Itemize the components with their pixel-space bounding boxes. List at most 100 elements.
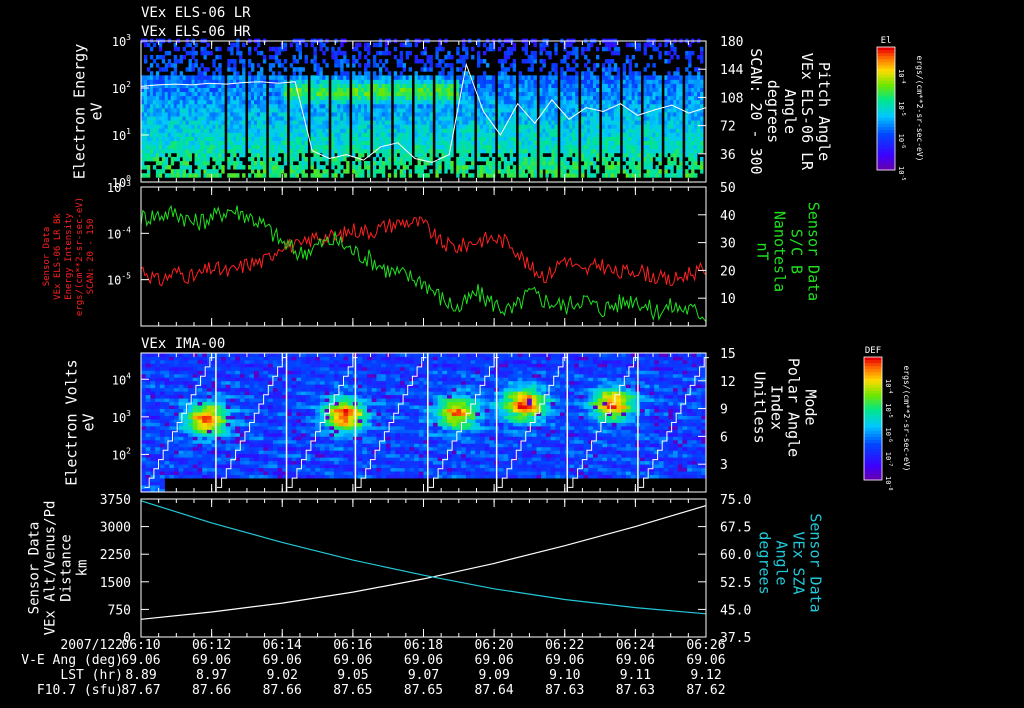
heatmap-cell: [587, 59, 591, 64]
heatmap-cell: [610, 107, 615, 113]
heatmap-cell: [572, 46, 576, 52]
heatmap-cell: [191, 99, 195, 105]
heatmap-cell: [646, 103, 650, 109]
heatmap-cell: [319, 120, 323, 125]
heatmap-cell: [304, 144, 308, 150]
heatmap-cell: [554, 42, 558, 48]
heatmap-cell: [203, 148, 207, 154]
heatmap-cell: [616, 79, 621, 84]
heatmap-cell: [358, 116, 362, 121]
heatmap-cell: [664, 136, 668, 141]
heatmap-cell: [506, 46, 511, 52]
heatmap-cell: [691, 156, 695, 162]
heatmap-cell: [408, 144, 413, 150]
heatmap-cell: [679, 75, 683, 80]
heatmap-cell: [378, 124, 383, 129]
heatmap-cell: [402, 95, 407, 101]
heatmap-cell: [426, 107, 430, 113]
heatmap-cell: [595, 103, 600, 109]
heatmap-cell: [149, 120, 154, 125]
heatmap-cell: [634, 83, 639, 88]
heatmap-cell: [548, 156, 552, 162]
heatmap-cell: [569, 140, 573, 146]
heatmap-cell: [212, 152, 216, 158]
heatmap-cell: [482, 71, 487, 76]
heatmap-cell: [393, 144, 398, 150]
heatmap-cell: [378, 148, 383, 154]
heatmap-cell: [456, 83, 460, 88]
heatmap-cell: [304, 103, 308, 109]
heatmap-cell: [256, 132, 261, 137]
heatmap-cell: [194, 87, 198, 93]
heatmap-cell: [480, 156, 484, 162]
heatmap-cell: [334, 75, 338, 80]
heatmap-cell: [274, 116, 279, 121]
heatmap-cell: [364, 120, 368, 125]
heatmap-cell: [533, 83, 537, 88]
heatmap-cell: [295, 107, 300, 113]
heatmap-cell: [319, 99, 323, 105]
heatmap-cell: [334, 173, 338, 178]
heatmap-cell: [141, 436, 147, 441]
heatmap-cell: [402, 124, 407, 129]
heatmap-cell: [271, 128, 276, 133]
heatmap-cell: [533, 112, 537, 117]
heatmap-cell: [697, 136, 701, 141]
heatmap-cell: [477, 75, 481, 80]
heatmap-cell: [610, 128, 615, 133]
heatmap-cell: [161, 54, 166, 60]
heatmap-cell: [607, 148, 612, 154]
heatmap-cell: [420, 144, 424, 150]
heatmap-cell: [242, 128, 246, 133]
heatmap-cell: [465, 99, 469, 105]
heatmap-cell: [164, 50, 169, 56]
heatmap-cell: [468, 165, 472, 170]
heatmap-cell: [420, 50, 424, 56]
heatmap-cell: [423, 95, 427, 101]
heatmap-cell: [239, 140, 243, 146]
heatmap-cell: [643, 99, 647, 105]
heatmap-cell: [655, 95, 659, 101]
heatmap-cell: [500, 156, 505, 162]
heatmap-cell: [637, 79, 641, 84]
heatmap-cell: [141, 160, 145, 166]
heatmap-cell: [334, 107, 338, 113]
heatmap-cell: [141, 87, 145, 93]
heatmap-cell: [149, 54, 154, 60]
heatmap-cell: [364, 63, 368, 68]
heatmap-cell: [358, 54, 362, 60]
heatmap-cell: [331, 156, 335, 162]
heatmap-cell: [200, 140, 204, 146]
heatmap-cell: [512, 42, 517, 48]
heatmap-cell: [509, 152, 514, 158]
heatmap-cell: [283, 99, 288, 105]
heatmap-cell: [456, 160, 460, 166]
heatmap-cell: [150, 439, 156, 444]
heatmap-cell: [497, 83, 502, 88]
heatmap-cell: [566, 54, 570, 60]
heatmap-cell: [521, 120, 526, 125]
heatmap-cell: [628, 116, 633, 121]
heatmap-cell: [477, 103, 481, 109]
heatmap-cell: [509, 140, 514, 146]
heatmap-cell: [375, 91, 380, 97]
heatmap-cell: [468, 91, 472, 97]
heatmap-cell: [310, 95, 314, 101]
heatmap-cell: [361, 99, 365, 105]
heatmap-cell: [465, 87, 469, 93]
heatmap-cell: [658, 148, 662, 154]
heatmap-cell: [340, 67, 344, 72]
heatmap-cell: [637, 136, 641, 141]
heatmap-cell: [393, 169, 398, 174]
heatmap-cell: [143, 136, 148, 141]
heatmap-cell: [150, 363, 156, 368]
heatmap-cell: [480, 132, 484, 137]
heatmap-cell: [141, 380, 147, 385]
heatmap-cell: [480, 107, 484, 113]
heatmap-cell: [679, 116, 683, 121]
heatmap-cell: [572, 75, 576, 80]
heatmap-cell: [503, 132, 508, 137]
heatmap-cell: [164, 83, 169, 88]
heatmap-cell: [497, 136, 502, 141]
heatmap-cell: [462, 107, 466, 113]
